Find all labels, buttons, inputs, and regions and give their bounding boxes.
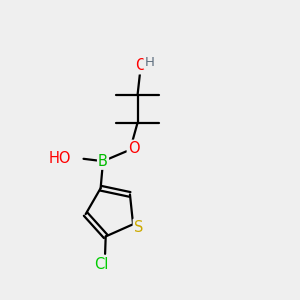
Text: H: H [145,56,154,69]
Text: S: S [134,220,143,235]
Text: B: B [98,154,108,169]
Text: Cl: Cl [94,257,108,272]
Text: HO: HO [49,151,71,166]
Text: O: O [135,58,146,73]
Text: O: O [128,141,140,156]
